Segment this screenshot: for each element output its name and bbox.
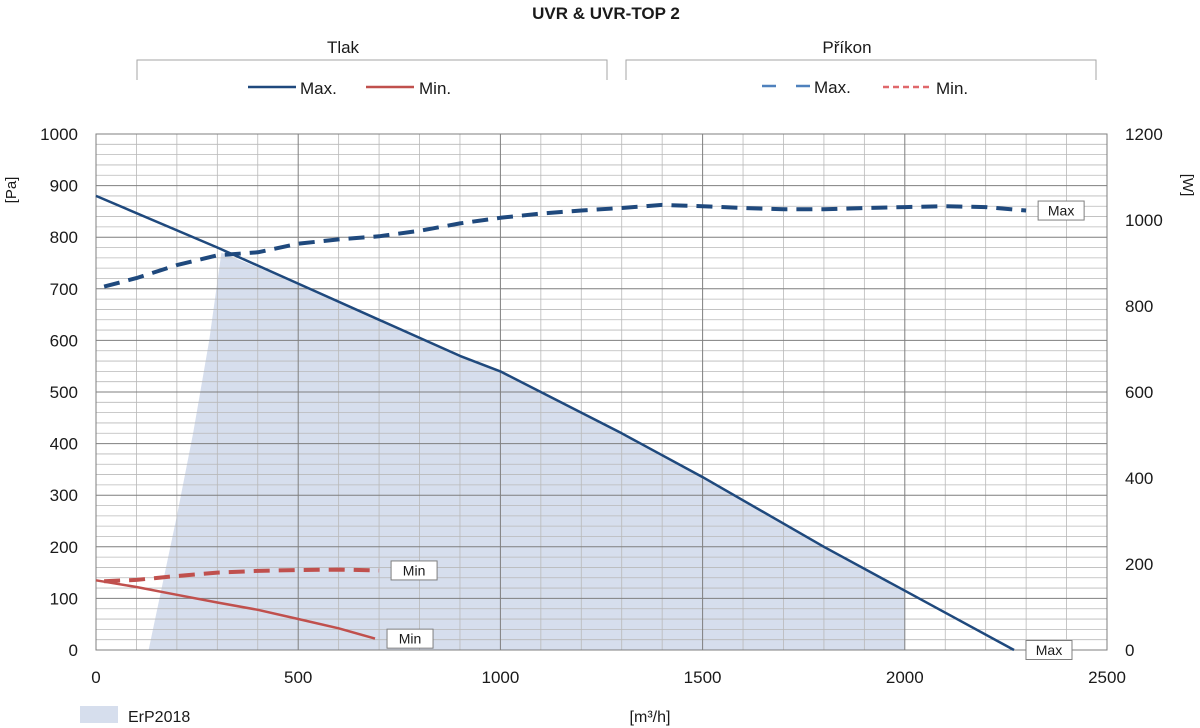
end-label-box-tlak-max <box>1025 640 1073 660</box>
y-tick-label-left: 300 <box>50 486 78 505</box>
end-label-box-tlak-min <box>386 628 434 649</box>
legend-label-prikon-min: Min. <box>936 79 968 98</box>
y-tick-label-left: 400 <box>50 435 78 454</box>
y-tick-label-left: 700 <box>50 280 78 299</box>
series-line-tlak-min <box>95 579 376 640</box>
legend-label-prikon-max: Max. <box>814 78 851 97</box>
y-axis-label-left: [Pa] <box>3 177 20 204</box>
y-tick-label-right: 800 <box>1125 297 1153 316</box>
y-tick-label-left: 100 <box>50 589 78 608</box>
y-tick-label-left: 0 <box>69 641 78 660</box>
end-label-prikon-max: Max <box>1048 203 1074 219</box>
x-tick-label: 2500 <box>1088 668 1126 687</box>
end-label-tlak-max: Max <box>1036 642 1062 658</box>
end-label-prikon-min: Min <box>403 562 426 578</box>
y-tick-label-left: 1000 <box>40 125 78 144</box>
legend-label-erp2018: ErP2018 <box>128 709 190 726</box>
legend-label-tlak-min: Min. <box>419 79 451 98</box>
x-tick-label: 500 <box>284 668 312 687</box>
y-tick-label-right: 1000 <box>1125 211 1163 230</box>
y-tick-label-left: 600 <box>50 331 78 350</box>
end-label-box-prikon-min <box>390 560 438 581</box>
y-tick-label-right: 0 <box>1125 641 1134 660</box>
y-tick-label-left: 800 <box>50 228 78 247</box>
legend-label-tlak-max: Max. <box>300 79 337 98</box>
y-tick-label-left: 200 <box>50 538 78 557</box>
y-tick-label-left: 500 <box>50 383 78 402</box>
legend-group-prikon-title: Příkon <box>822 38 871 57</box>
legend-group-tlak-title: Tlak <box>327 38 360 57</box>
series-line-prikon-max <box>103 202 1027 289</box>
end-label-box-prikon-max <box>1037 200 1085 221</box>
series-line-prikon-min <box>104 567 380 584</box>
area-erp2018 <box>148 252 905 650</box>
y-tick-label-right: 400 <box>1125 469 1153 488</box>
y-tick-label-left: 900 <box>50 177 78 196</box>
end-label-tlak-min: Min <box>399 631 422 647</box>
y-tick-label-right: 1200 <box>1125 125 1163 144</box>
plot-border <box>95 133 1108 651</box>
legend-swatch-erp2018 <box>80 706 118 723</box>
x-tick-label: 1000 <box>481 668 519 687</box>
x-tick-label: 1500 <box>684 668 722 687</box>
chart-title: UVR & UVR-TOP 2 <box>532 4 680 23</box>
x-tick-label: 2000 <box>886 668 924 687</box>
y-axis-label-right: [W] <box>1179 174 1196 197</box>
y-tick-label-right: 200 <box>1125 555 1153 574</box>
legend-group-tlak-bracket <box>136 59 608 80</box>
x-axis-label: [m³/h] <box>630 709 671 726</box>
plot-area: 0 500 1000 1500 2000 250001002003004005006007… <box>40 125 1163 687</box>
x-tick-label: 0 <box>91 668 100 687</box>
legend-group-prikon-bracket <box>625 59 1097 80</box>
y-tick-label-right: 600 <box>1125 383 1153 402</box>
